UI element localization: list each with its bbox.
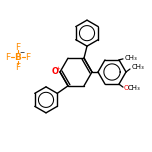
- Text: F: F: [16, 62, 21, 71]
- Text: B: B: [15, 52, 21, 62]
- Text: CH₃: CH₃: [128, 85, 140, 91]
- Text: F: F: [5, 52, 10, 62]
- Text: +: +: [56, 67, 60, 71]
- Text: O: O: [124, 85, 129, 91]
- Text: F: F: [16, 43, 21, 52]
- Text: CH₃: CH₃: [132, 64, 145, 70]
- Text: F: F: [25, 52, 31, 62]
- Text: CH₃: CH₃: [125, 55, 138, 61]
- Text: −: −: [19, 50, 25, 55]
- Text: O: O: [52, 67, 59, 76]
